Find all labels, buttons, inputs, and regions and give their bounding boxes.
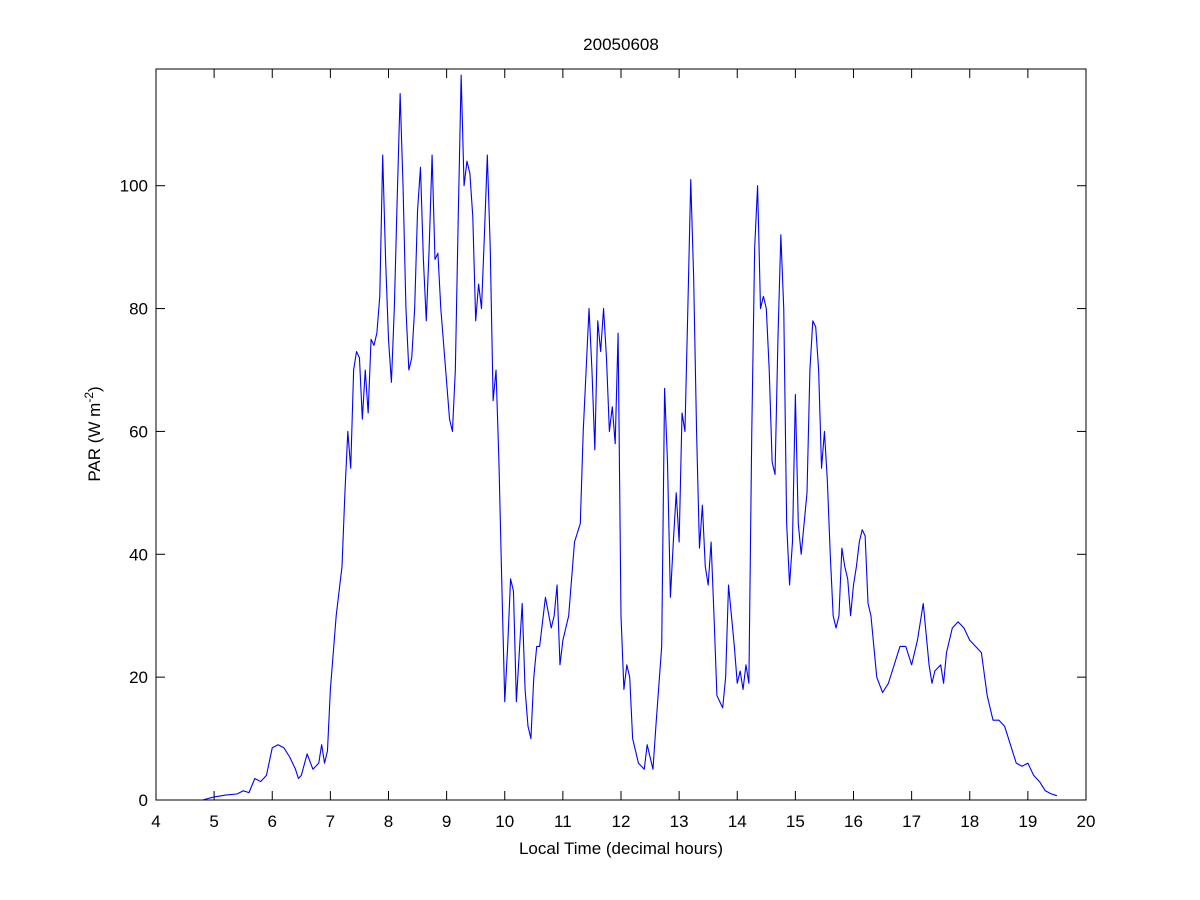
y-tick-label: 100 [120, 177, 148, 196]
y-tick-label: 0 [139, 791, 148, 810]
x-tick-label: 4 [151, 812, 160, 831]
y-tick-label: 20 [129, 668, 148, 687]
x-tick-label: 16 [844, 812, 863, 831]
x-tick-label: 8 [384, 812, 393, 831]
x-tick-label: 11 [554, 812, 572, 831]
x-tick-label: 13 [670, 812, 689, 831]
x-tick-label: 6 [268, 812, 277, 831]
x-tick-label: 12 [612, 812, 631, 831]
x-axis-label: Local Time (decimal hours) [519, 839, 723, 858]
chart-title: 20050608 [583, 35, 659, 54]
x-tick-label: 5 [209, 812, 218, 831]
x-tick-label: 17 [902, 812, 921, 831]
y-tick-label: 40 [129, 545, 148, 564]
plot-frame [155, 68, 1087, 801]
y-label-text: PAR (W m [85, 403, 104, 482]
y-axis-label: PAR (W m-2) [82, 386, 104, 481]
x-tick-label: 10 [495, 812, 514, 831]
x-tick-label: 18 [960, 812, 979, 831]
y-label-suffix: ) [85, 386, 104, 392]
x-tick-label: 20 [1077, 812, 1096, 831]
x-tick-label: 7 [326, 812, 335, 831]
data-line [202, 74, 1058, 801]
x-tick-label: 19 [1018, 812, 1037, 831]
x-tick-label: 15 [786, 812, 805, 831]
y-tick-label: 80 [129, 300, 148, 319]
x-tick-label: 9 [442, 812, 451, 831]
y-label-superscript: -2 [82, 392, 96, 403]
x-tick-label: 14 [728, 812, 747, 831]
y-tick-label: 60 [129, 422, 148, 441]
